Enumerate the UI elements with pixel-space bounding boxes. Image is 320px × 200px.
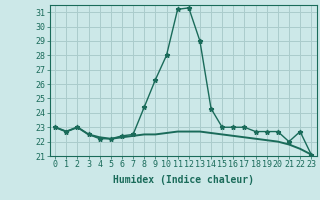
X-axis label: Humidex (Indice chaleur): Humidex (Indice chaleur) [113, 175, 254, 185]
